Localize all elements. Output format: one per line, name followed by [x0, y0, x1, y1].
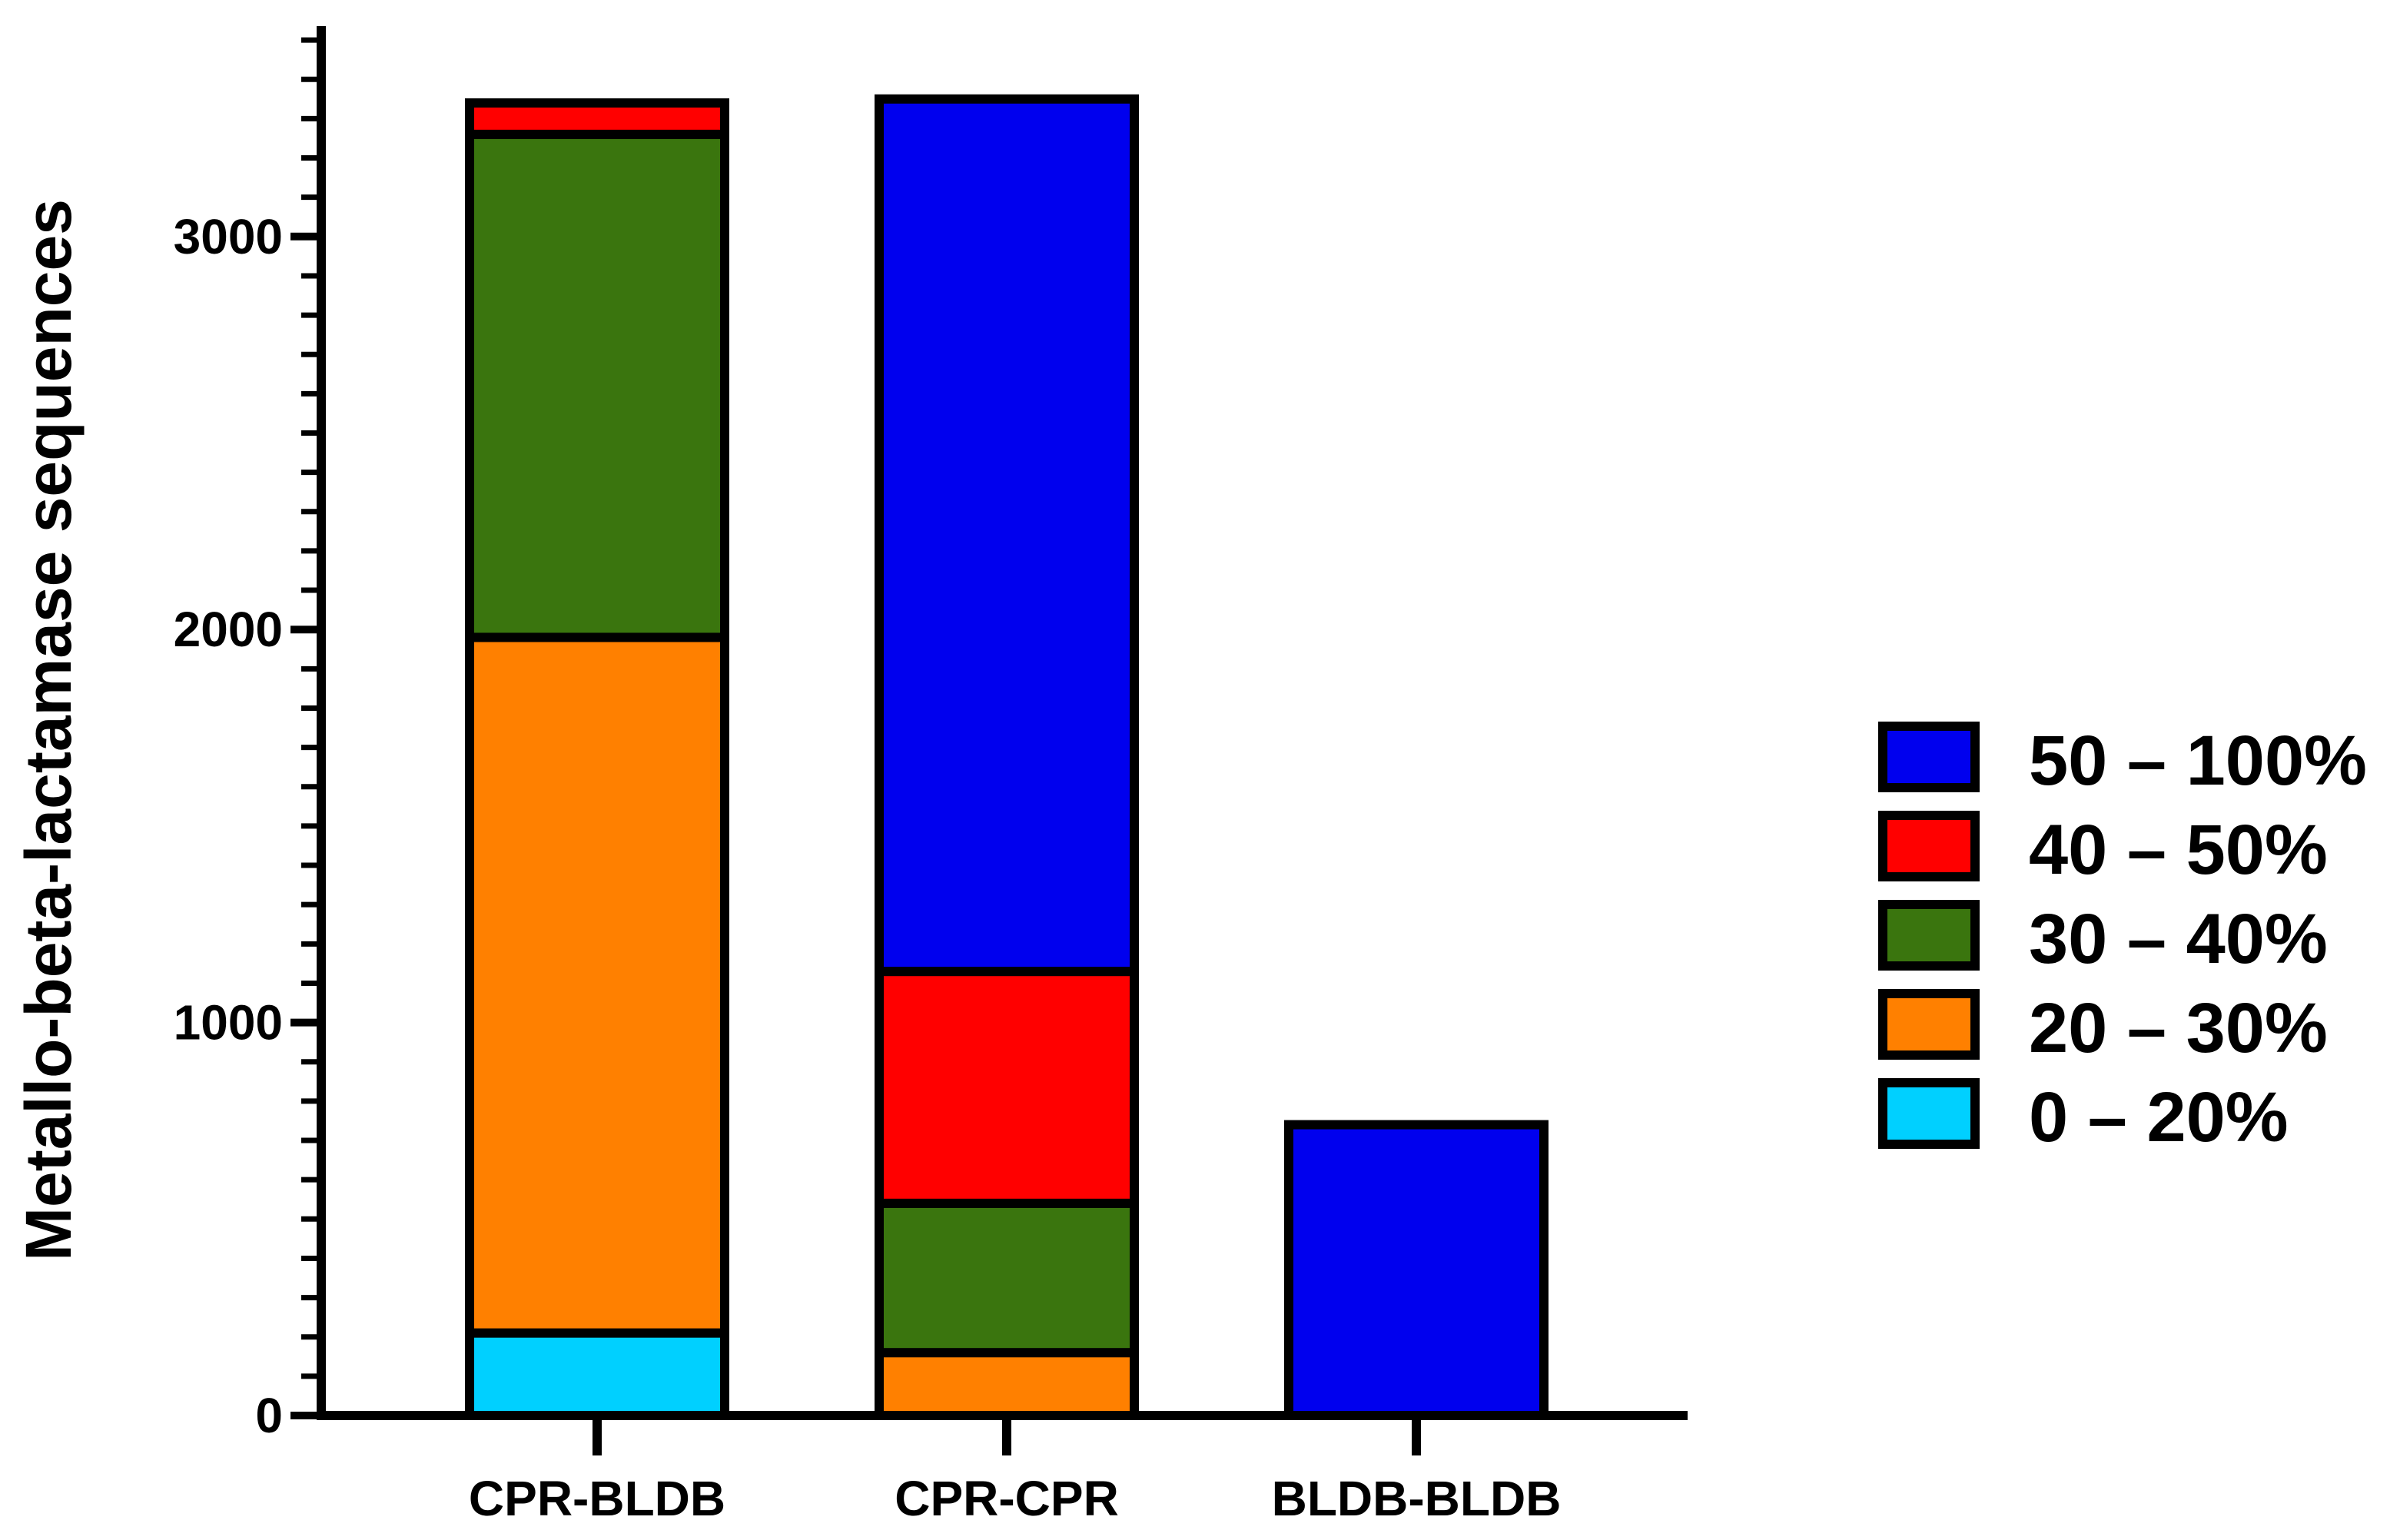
bars — [465, 94, 1549, 1421]
bar-segment-cpr-cpr-1 — [875, 1348, 1139, 1421]
bar-segment-cpr-bldb-2 — [465, 129, 729, 642]
y-tick-label: 0 — [255, 1388, 283, 1443]
y-axis-title: Metallo-beta-lactamase sequences — [12, 199, 85, 1261]
legend-label: 50 – 100% — [2029, 722, 2367, 800]
legend-swatch — [1878, 900, 1980, 971]
x-tick-label-cpr-bldb: CPR-BLDB — [469, 1471, 725, 1526]
bar-segment-cpr-bldb-0 — [465, 1328, 729, 1420]
legend-label: 0 – 20% — [2029, 1078, 2289, 1157]
legend-label: 40 – 50% — [2029, 811, 2328, 889]
y-tick-label: 3000 — [174, 209, 283, 264]
bar-segment-cpr-bldb-3 — [465, 98, 729, 139]
bar-segment-cpr-cpr-2 — [875, 1198, 1139, 1358]
legend: 50 – 100% 40 – 50% 30 – 40% 20 – 30% 0 – 20% — [1878, 722, 2367, 1157]
y-tick-label: 2000 — [174, 602, 283, 657]
legend-swatch — [1878, 722, 1980, 792]
bar-segment-bldb-bldb-4 — [1284, 1120, 1549, 1420]
bar-segment-cpr-cpr-4 — [875, 94, 1139, 977]
legend-label: 20 – 30% — [2029, 989, 2328, 1067]
legend-label: 30 – 40% — [2029, 900, 2328, 978]
bar-segment-cpr-bldb-1 — [465, 632, 729, 1338]
bar-segment-cpr-cpr-3 — [875, 967, 1139, 1208]
y-tick-label: 1000 — [174, 995, 283, 1050]
x-tick-label-cpr-cpr: CPR-CPR — [895, 1471, 1119, 1526]
legend-swatch — [1878, 811, 1980, 881]
x-tick-label-bldb-bldb: BLDB-BLDB — [1272, 1471, 1562, 1526]
legend-swatch — [1878, 989, 1980, 1060]
axes: 0 1000 2000 3000 CPR-BLDB CPR-CPR BLDB-BLDB — [174, 26, 1688, 1526]
legend-swatch — [1878, 1078, 1980, 1149]
